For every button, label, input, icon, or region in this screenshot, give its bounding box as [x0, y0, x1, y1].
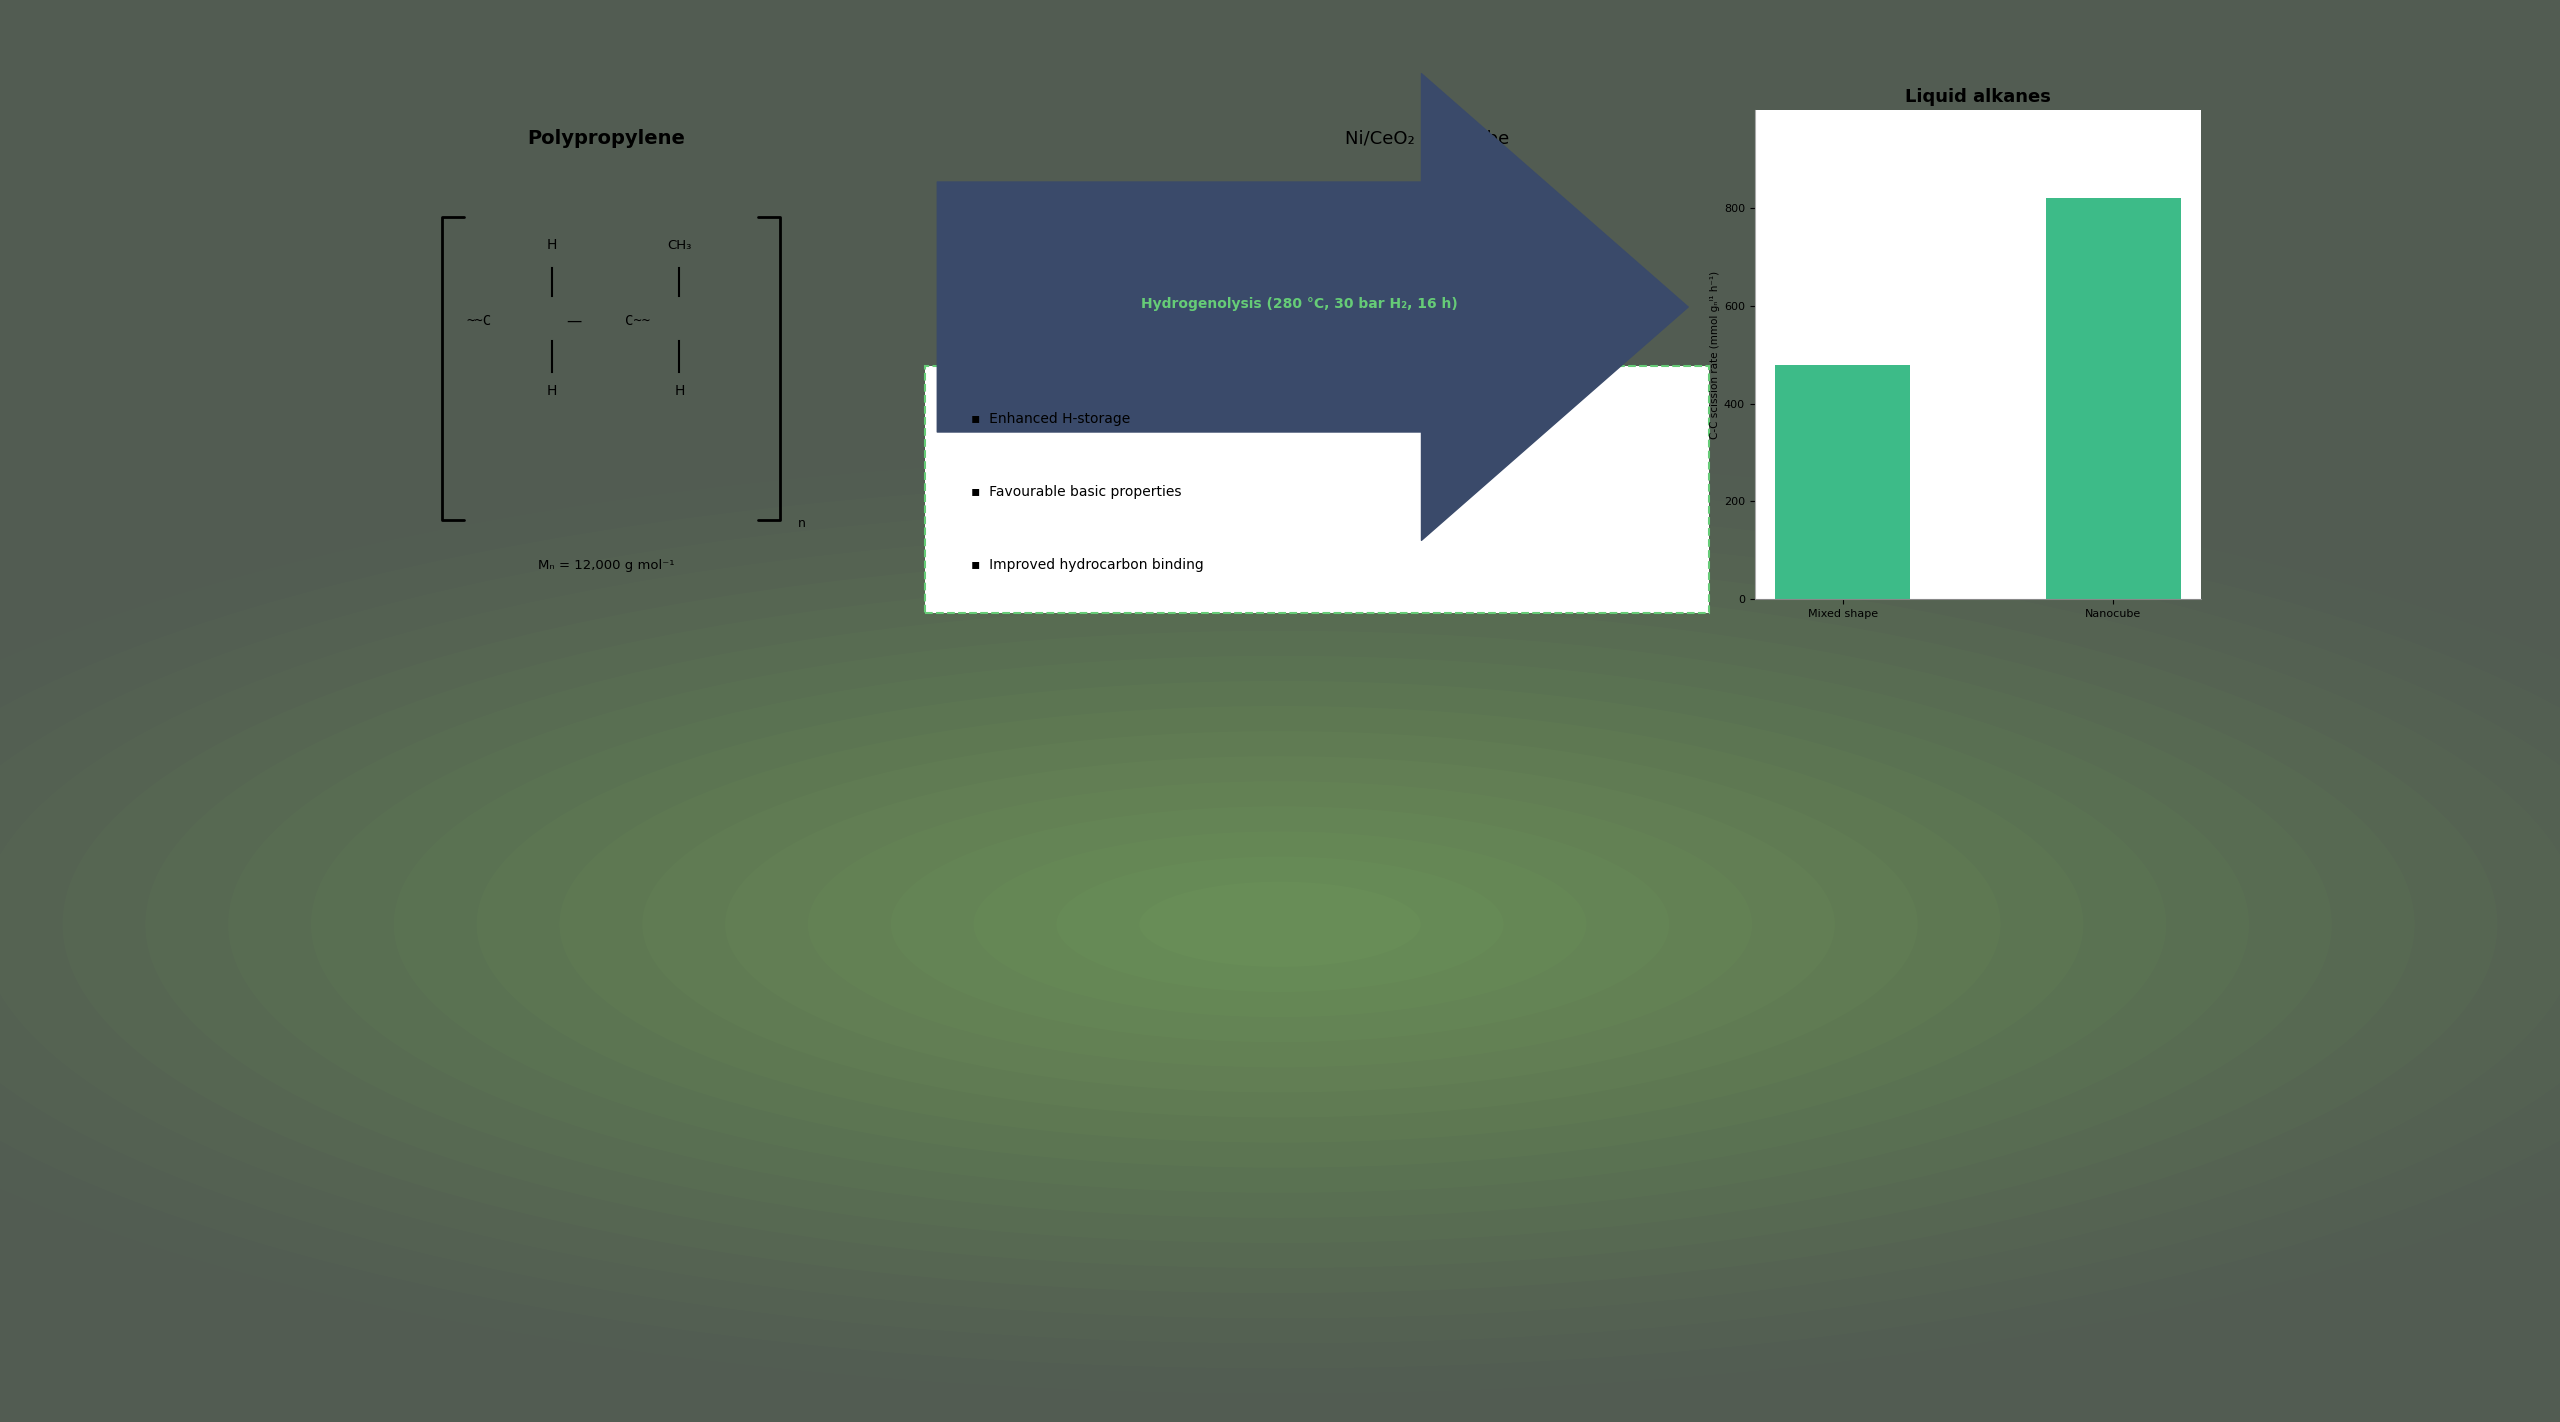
Text: —: —: [566, 314, 581, 328]
Text: ~~C: ~~C: [466, 314, 492, 328]
Circle shape: [1029, 358, 1078, 374]
Ellipse shape: [809, 781, 1751, 1068]
Text: H: H: [545, 384, 558, 398]
Ellipse shape: [643, 731, 1917, 1118]
Ellipse shape: [476, 681, 2084, 1167]
Text: (100): (100): [1183, 421, 1234, 439]
Circle shape: [1239, 357, 1285, 371]
Ellipse shape: [228, 606, 2332, 1243]
Circle shape: [1467, 336, 1513, 351]
Y-axis label: C-C scission rate (mmol gₙᴵ¹ h⁻¹): C-C scission rate (mmol gₙᴵ¹ h⁻¹): [1710, 270, 1720, 439]
FancyArrowPatch shape: [937, 74, 1687, 540]
Bar: [2045, 199, 2181, 599]
Text: ▪  Enhanced H-storage: ▪ Enhanced H-storage: [970, 412, 1129, 427]
Text: Hydrogenolysis (280 °C, 30 bar H₂, 16 h): Hydrogenolysis (280 °C, 30 bar H₂, 16 h): [1142, 297, 1457, 311]
Text: ▪  Improved hydrocarbon binding: ▪ Improved hydrocarbon binding: [970, 559, 1203, 573]
Ellipse shape: [724, 757, 1836, 1092]
Ellipse shape: [1057, 856, 1503, 993]
Ellipse shape: [1139, 882, 1421, 967]
Ellipse shape: [561, 705, 1999, 1143]
Text: Polypropylene: Polypropylene: [527, 129, 686, 148]
Circle shape: [1349, 351, 1395, 365]
Circle shape: [1393, 448, 1441, 462]
Ellipse shape: [394, 656, 2166, 1193]
Text: H: H: [545, 239, 558, 252]
Polygon shape: [1408, 319, 1508, 492]
Text: Mₙ = 12,000 g mol⁻¹: Mₙ = 12,000 g mol⁻¹: [538, 559, 676, 572]
Ellipse shape: [891, 806, 1669, 1042]
Polygon shape: [1009, 319, 1508, 368]
Text: Ni/CeO₂ nanocube: Ni/CeO₂ nanocube: [1344, 129, 1508, 148]
Polygon shape: [1009, 368, 1408, 492]
Ellipse shape: [310, 631, 2250, 1217]
Text: CH₃: CH₃: [668, 239, 691, 252]
Circle shape: [1129, 353, 1178, 368]
Text: ▪  Favourable basic properties: ▪ Favourable basic properties: [970, 485, 1183, 499]
FancyBboxPatch shape: [924, 365, 1710, 613]
Circle shape: [1403, 398, 1452, 414]
Title: Liquid alkanes: Liquid alkanes: [1905, 88, 2051, 107]
Ellipse shape: [973, 832, 1587, 1017]
Text: H: H: [673, 384, 684, 398]
Text: n: n: [799, 516, 806, 530]
Text: C~~: C~~: [625, 314, 650, 328]
Bar: [1774, 364, 1910, 599]
